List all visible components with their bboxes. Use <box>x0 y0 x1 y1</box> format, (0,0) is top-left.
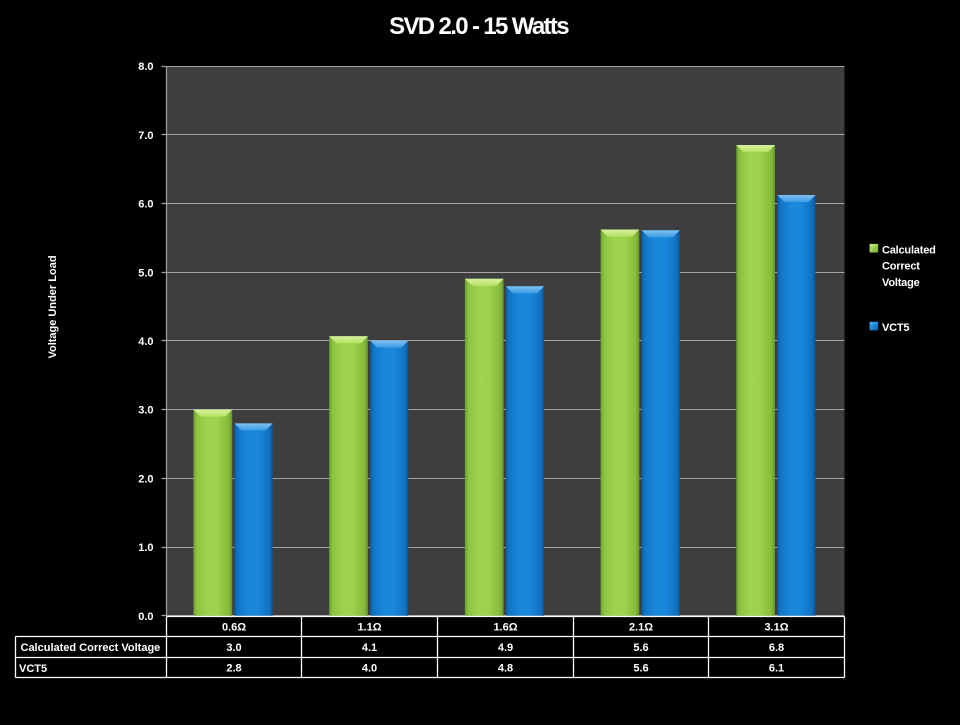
svg-text:3.1Ω: 3.1Ω <box>764 622 788 634</box>
svg-text:Correct: Correct <box>882 261 920 273</box>
svg-text:VCT5: VCT5 <box>882 322 909 334</box>
svg-text:Voltage: Voltage <box>882 277 920 289</box>
svg-text:0.0: 0.0 <box>138 611 153 623</box>
svg-text:2.8: 2.8 <box>226 663 241 675</box>
svg-text:1.6Ω: 1.6Ω <box>493 622 517 634</box>
svg-text:2.0: 2.0 <box>138 473 153 485</box>
svg-text:4.1: 4.1 <box>362 642 377 654</box>
svg-text:6.1: 6.1 <box>769 663 784 675</box>
svg-text:VCT5: VCT5 <box>19 663 47 675</box>
svg-text:5.6: 5.6 <box>633 663 648 675</box>
svg-text:Calculated: Calculated <box>882 244 936 256</box>
svg-text:7.0: 7.0 <box>138 130 153 142</box>
svg-text:Voltage Under Load: Voltage Under Load <box>47 255 59 358</box>
svg-text:SVD 2.0 - 15 Watts: SVD 2.0 - 15 Watts <box>389 13 569 40</box>
svg-text:2.1Ω: 2.1Ω <box>629 622 653 634</box>
svg-text:3.0: 3.0 <box>138 405 153 417</box>
svg-text:4.0: 4.0 <box>362 663 377 675</box>
svg-text:1.0: 1.0 <box>138 542 153 554</box>
svg-text:4.9: 4.9 <box>498 642 513 654</box>
svg-text:8.0: 8.0 <box>138 61 153 73</box>
svg-text:6.0: 6.0 <box>138 199 153 211</box>
svg-text:5.6: 5.6 <box>633 642 648 654</box>
svg-text:Calculated Correct Voltage: Calculated Correct Voltage <box>21 642 161 654</box>
svg-text:4.0: 4.0 <box>138 336 153 348</box>
svg-text:0.6Ω: 0.6Ω <box>222 622 246 634</box>
svg-text:5.0: 5.0 <box>138 267 153 279</box>
svg-text:4.8: 4.8 <box>498 663 513 675</box>
svg-text:3.0: 3.0 <box>226 642 241 654</box>
svg-text:6.8: 6.8 <box>769 642 784 654</box>
svg-text:1.1Ω: 1.1Ω <box>357 622 381 634</box>
